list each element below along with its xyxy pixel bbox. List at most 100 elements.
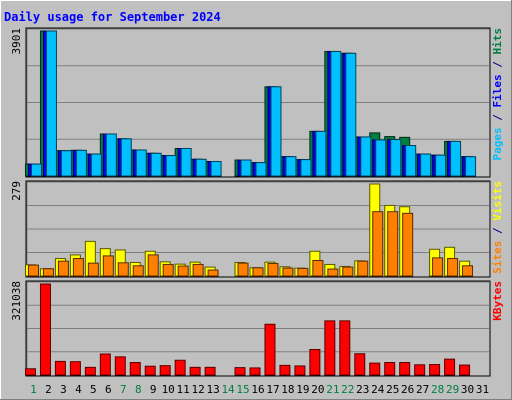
bar-pages-day-30 <box>465 156 477 177</box>
bar-sites-day-29 <box>447 258 459 277</box>
bar-pages-day-21 <box>330 50 342 177</box>
bar-kbytes-day-19 <box>294 365 306 376</box>
bar-kbytes-day-12 <box>189 366 201 376</box>
bar-kbytes-day-25 <box>384 362 396 376</box>
bar-sites-day-21 <box>327 268 339 277</box>
bar-kbytes-day-29 <box>444 358 456 376</box>
bar-pages-day-25 <box>390 139 402 177</box>
bar-sites-day-9 <box>147 254 159 277</box>
bar-sites-day-5 <box>87 262 99 277</box>
x-tick-label: 25 <box>386 383 399 396</box>
bar-pages-day-2 <box>45 30 57 177</box>
legend-part: Hits <box>491 28 504 55</box>
bar-pages-day-16 <box>255 162 267 177</box>
bar-kbytes-day-7 <box>114 356 126 376</box>
x-tick-label: 1 <box>30 383 37 396</box>
x-tick-label: 15 <box>236 383 249 396</box>
x-tick-label: 12 <box>192 383 205 396</box>
y-axis-max-label: 279 <box>10 181 23 201</box>
bar-sites-day-16 <box>252 267 264 277</box>
legend-part: / <box>491 55 504 75</box>
panel-legend-label: Sites / Visits <box>491 181 504 274</box>
legend-part: / <box>491 221 504 241</box>
bar-pages-day-24 <box>375 139 387 177</box>
bar-kbytes-day-4 <box>69 361 81 376</box>
panel-kbytes: 321038 KBytes <box>10 280 504 377</box>
y-axis-max-label: 321038 <box>10 281 23 321</box>
panel-visits-sites: 279 Sites / Visits <box>10 180 504 278</box>
x-tick-label: 29 <box>446 383 459 396</box>
bar-kbytes-day-17 <box>264 323 276 376</box>
bar-pages-day-13 <box>210 161 222 177</box>
x-tick-label: 5 <box>90 383 97 396</box>
bar-pages-day-1 <box>30 163 42 177</box>
bar-pages-day-11 <box>180 147 192 177</box>
bar-kbytes-day-1 <box>24 368 36 376</box>
legend-part: KBytes <box>491 281 504 321</box>
bar-kbytes-day-10 <box>159 365 171 376</box>
x-tick-label: 20 <box>311 383 324 396</box>
x-tick-label: 31 <box>476 383 489 396</box>
bar-kbytes-day-28 <box>429 364 441 376</box>
bar-kbytes-day-23 <box>354 353 366 376</box>
bar-sites-day-23 <box>357 260 369 277</box>
bar-sites-day-1 <box>27 264 39 277</box>
x-tick-label: 11 <box>177 383 190 396</box>
bar-pages-day-18 <box>285 156 297 177</box>
bar-kbytes-day-11 <box>174 359 186 376</box>
bar-kbytes-day-30 <box>459 364 471 376</box>
bar-pages-day-19 <box>300 159 312 177</box>
panel-bars <box>24 283 471 376</box>
bar-sites-day-15 <box>237 262 249 277</box>
x-tick-label: 13 <box>206 383 219 396</box>
bar-sites-day-8 <box>132 265 144 277</box>
bar-kbytes-day-8 <box>129 362 141 376</box>
bar-kbytes-day-18 <box>279 364 291 376</box>
bar-pages-day-10 <box>165 155 177 177</box>
bar-kbytes-day-24 <box>369 362 381 376</box>
x-tick-label: 16 <box>251 383 264 396</box>
bar-sites-day-10 <box>162 263 174 277</box>
bar-sites-day-17 <box>267 262 279 277</box>
legend-part: Pages <box>491 127 504 160</box>
x-tick-label: 6 <box>105 383 112 396</box>
x-tick-label: 3 <box>60 383 67 396</box>
bar-sites-day-2 <box>42 268 54 277</box>
x-tick-label: 4 <box>75 383 82 396</box>
panel-legend-label: KBytes <box>491 281 504 321</box>
bar-kbytes-day-16 <box>249 367 261 376</box>
x-tick-label: 7 <box>120 383 127 396</box>
x-tick-label: 24 <box>371 383 385 396</box>
x-tick-label: 18 <box>281 383 294 396</box>
bar-sites-day-4 <box>72 258 84 277</box>
panel-hits-files-pages: 3901 Pages / Files / Hits <box>10 27 504 178</box>
bar-kbytes-day-5 <box>84 366 96 376</box>
bar-pages-day-23 <box>360 136 372 177</box>
legend-part: Files <box>491 74 504 107</box>
bar-pages-day-9 <box>150 152 162 177</box>
y-axis-max-label: 3901 <box>10 28 23 55</box>
bar-kbytes-day-27 <box>414 364 426 376</box>
bar-pages-day-6 <box>105 133 117 177</box>
bar-kbytes-day-2 <box>39 283 51 376</box>
bar-pages-day-28 <box>435 154 447 177</box>
bar-kbytes-day-21 <box>324 320 336 376</box>
bar-pages-day-22 <box>345 52 357 177</box>
bar-pages-day-17 <box>270 86 282 177</box>
bar-kbytes-day-9 <box>144 365 156 376</box>
bar-pages-day-15 <box>240 159 252 177</box>
bar-pages-day-26 <box>405 145 417 177</box>
x-tick-label: 30 <box>461 383 474 396</box>
x-tick-label: 27 <box>416 383 429 396</box>
legend-part: Visits <box>491 181 504 221</box>
legend-part: / <box>491 108 504 128</box>
panel-bars <box>24 183 474 277</box>
bar-pages-day-12 <box>195 158 207 177</box>
x-tick-label: 28 <box>431 383 444 396</box>
bar-sites-day-24 <box>372 211 384 277</box>
bar-sites-day-6 <box>102 255 114 277</box>
x-tick-label: 26 <box>401 383 414 396</box>
bar-kbytes-day-22 <box>339 320 351 376</box>
